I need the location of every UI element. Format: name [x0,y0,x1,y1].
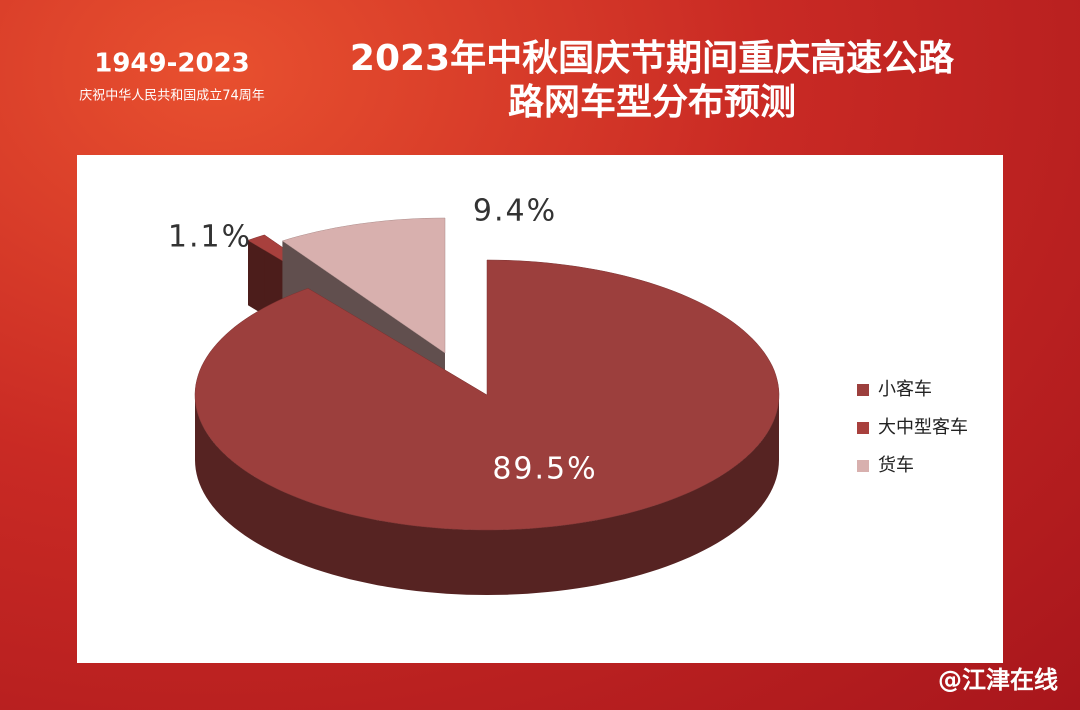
legend-label: 小客车 [878,379,932,400]
legend-label: 货车 [878,455,914,476]
legend-swatch [857,384,869,396]
legend-swatch [857,422,869,434]
data-label: 1.1% [168,220,252,255]
chart-title: 路网车型分布预测 [508,82,796,123]
years: 1949-2023 [94,49,250,79]
pie-slice [194,259,780,531]
chart-title: 2023年中秋国庆节期间重庆高速公路 [350,38,955,79]
subtitle: 庆祝中华人民共和国成立74周年 [79,89,265,104]
data-label: 89.5% [492,452,597,487]
legend-label: 大中型客车 [878,417,968,438]
slice-wall [195,395,779,595]
watermark: @江津在线 [938,666,1058,694]
data-label: 9.4% [473,194,557,229]
pie-slice [281,217,446,354]
legend-swatch [857,460,869,472]
